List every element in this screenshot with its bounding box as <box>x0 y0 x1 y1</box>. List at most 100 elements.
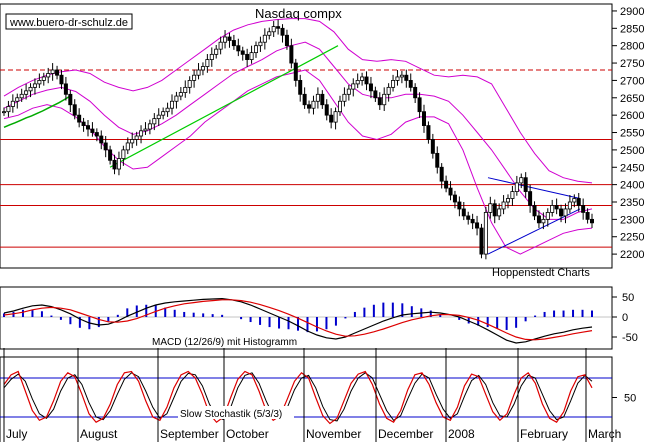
macd-line <box>3 297 593 344</box>
stochastic-k-line <box>3 370 593 425</box>
candle-body <box>55 69 60 76</box>
candle-body <box>298 80 303 95</box>
candle-body <box>253 45 258 54</box>
candle-body <box>523 177 528 192</box>
candle-body <box>457 201 462 210</box>
x-tick-label: July <box>6 427 27 441</box>
candle-body <box>262 34 267 43</box>
candle-body <box>430 139 435 154</box>
candle-body <box>108 149 113 161</box>
price-y-tick-label: 2200 <box>620 249 644 261</box>
x-tick-label: February <box>520 427 568 441</box>
candle-body <box>46 73 51 78</box>
stochastic-series <box>0 370 612 425</box>
candle-body <box>532 205 537 217</box>
candle-body <box>567 201 572 210</box>
candle-body <box>227 36 232 41</box>
stochastic-label: Slow Stochastik (5/3/3) <box>180 409 282 420</box>
candle-body <box>466 215 471 220</box>
price-y-tick-label: 2450 <box>620 162 644 174</box>
x-tick-label: August <box>80 427 118 441</box>
watermark-box <box>5 13 133 30</box>
candle-body <box>391 80 396 88</box>
candle-body <box>32 83 37 88</box>
candle-body <box>492 203 497 217</box>
x-tick-label: September <box>160 427 219 441</box>
x-axis-ticks: July August September October November Decemb… <box>3 348 621 442</box>
candle-body <box>214 48 219 55</box>
candle-body <box>483 212 488 255</box>
candle-body <box>386 86 391 95</box>
candle-body <box>187 80 192 88</box>
candle-body <box>147 123 152 130</box>
candle-body <box>408 80 413 88</box>
watermark: www.buero-dr-schulz.de <box>9 17 128 29</box>
candle-body <box>293 62 298 81</box>
x-tick-label: December <box>378 427 433 441</box>
candle-body <box>174 95 179 102</box>
candle-body <box>205 59 210 67</box>
candle-body <box>563 208 568 217</box>
macd-panel-frame <box>0 286 613 350</box>
candle-body <box>267 31 272 36</box>
candle-body <box>236 45 241 52</box>
stochastic-label-bg <box>178 406 294 419</box>
price-y-tick-label: 2650 <box>620 93 644 105</box>
candle-body <box>541 218 546 224</box>
candle-body <box>448 187 453 196</box>
candle-body <box>125 142 130 151</box>
candle-body <box>94 132 99 137</box>
candle-body <box>276 26 281 29</box>
candle-body <box>528 191 533 206</box>
candle-body <box>156 114 161 120</box>
candle-body <box>373 90 378 99</box>
candle-body <box>421 111 426 126</box>
candle-body <box>377 97 382 106</box>
price-y-tick-label: 2900 <box>620 6 644 18</box>
candle-body <box>395 76 400 81</box>
candle-body <box>426 125 431 140</box>
candle-body <box>249 52 254 60</box>
candle-body <box>461 208 466 217</box>
stochastic-y-tick-label: 50 <box>624 393 636 405</box>
candle-body <box>444 180 449 189</box>
candle-body <box>10 100 15 107</box>
candle-body <box>342 93 347 102</box>
candle-body <box>50 69 55 74</box>
candle-body <box>435 152 440 168</box>
candle-body <box>218 41 223 50</box>
candle-body <box>183 86 188 93</box>
candle-body <box>470 218 475 224</box>
candle-body <box>307 104 312 109</box>
candle-body <box>209 53 214 60</box>
price-y-tick-label: 2700 <box>620 75 644 87</box>
candle-body <box>68 93 73 106</box>
price-y-tick-label: 2550 <box>620 128 644 140</box>
candle-body <box>576 198 581 206</box>
candle-body <box>329 114 334 123</box>
candle-body <box>585 212 590 220</box>
candle-body <box>311 100 316 109</box>
source-label: Hoppenstedt Charts <box>492 267 590 279</box>
candle-body <box>519 177 524 184</box>
candle-body <box>121 149 126 159</box>
price-series <box>2 18 595 260</box>
bollinger-middle-line <box>3 41 593 220</box>
candle-body <box>364 76 369 85</box>
candle-body <box>581 205 586 213</box>
candle-body <box>315 93 320 102</box>
candle-body <box>130 139 135 144</box>
candle-body <box>28 86 33 92</box>
candle-body <box>346 88 351 95</box>
y-axis-ticks: 2200 2250 2300 2350 2400 2450 2500 2550 2600 2650… <box>612 6 644 405</box>
candle-body <box>200 66 205 71</box>
candle-body <box>590 218 595 224</box>
price-y-tick-label: 2250 <box>620 232 644 244</box>
price-y-tick-label: 2800 <box>620 41 644 53</box>
price-y-tick-label: 2400 <box>620 180 644 192</box>
candle-body <box>479 227 484 255</box>
price-y-tick-label: 2600 <box>620 110 644 122</box>
candle-body <box>505 198 510 203</box>
price-y-tick-label: 2300 <box>620 214 644 226</box>
